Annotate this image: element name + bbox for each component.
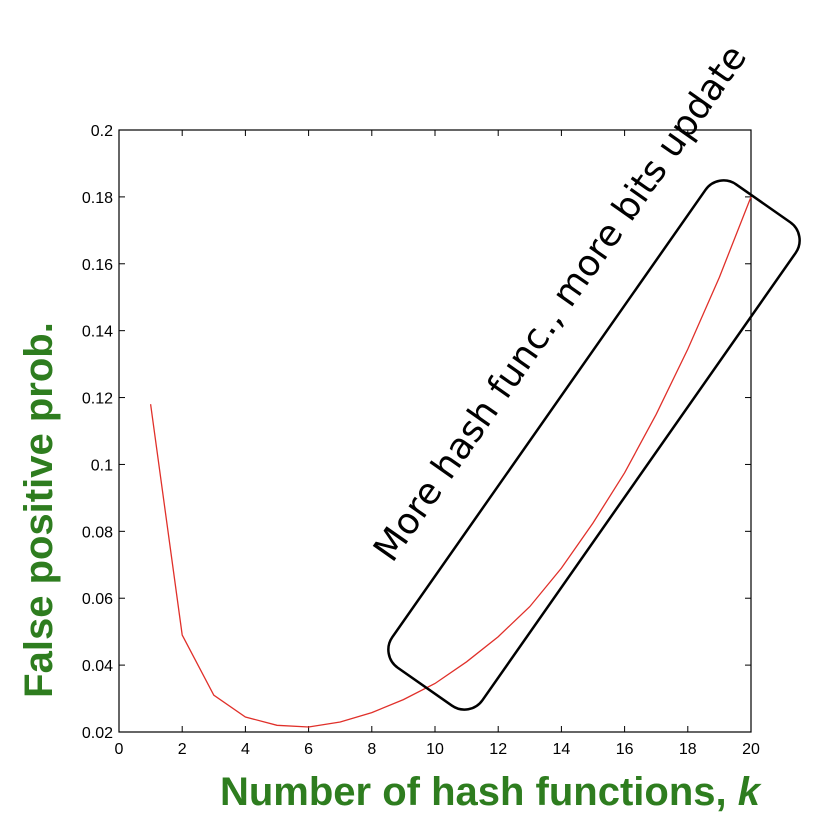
- x-tick-label: 2: [178, 741, 187, 758]
- x-tick-label: 16: [616, 741, 634, 758]
- series-line: [149, 196, 752, 728]
- y-tick-label: 0.02: [82, 725, 113, 742]
- annotation-text: More hash func., more bits update: [366, 38, 755, 569]
- annotation: [387, 179, 801, 711]
- x-tick-label: 14: [553, 741, 571, 758]
- x-tick-label: 0: [115, 741, 124, 758]
- x-tick-label: 8: [367, 741, 376, 758]
- x-axis-title: Number of hash functions, k: [220, 770, 762, 814]
- tick-labels: 0 2 4 6 8 10 12 14 16 18 20 0.02 0.04 0.06 0.08 0.1 0.12…: [82, 123, 760, 758]
- y-tick-label: 0.04: [82, 658, 113, 675]
- y-tick-label: 0.12: [82, 391, 113, 408]
- axis-ticks: [118, 129, 752, 733]
- y-tick-label: 0.1: [91, 457, 113, 474]
- y-tick-label: 0.08: [82, 524, 113, 541]
- y-tick-label: 0.16: [82, 257, 113, 274]
- y-tick-label: 0.18: [82, 190, 113, 207]
- y-tick-label: 0.06: [82, 591, 113, 608]
- x-tick-label: 20: [742, 741, 760, 758]
- y-axis-title: False positive prob.: [17, 322, 61, 698]
- x-tick-label: 10: [426, 741, 444, 758]
- y-tick-label: 0.14: [82, 324, 113, 341]
- plot-frame: [118, 129, 752, 733]
- x-axis-title-var: k: [738, 770, 762, 814]
- y-tick-label: 0.2: [91, 123, 113, 140]
- x-tick-label: 18: [679, 741, 697, 758]
- x-tick-label: 4: [241, 741, 250, 758]
- x-axis-title-text: Number of hash functions,: [220, 770, 738, 814]
- annotation-box: [387, 179, 801, 711]
- x-tick-label: 6: [304, 741, 313, 758]
- x-tick-label: 12: [489, 741, 507, 758]
- series-group: [149, 196, 752, 728]
